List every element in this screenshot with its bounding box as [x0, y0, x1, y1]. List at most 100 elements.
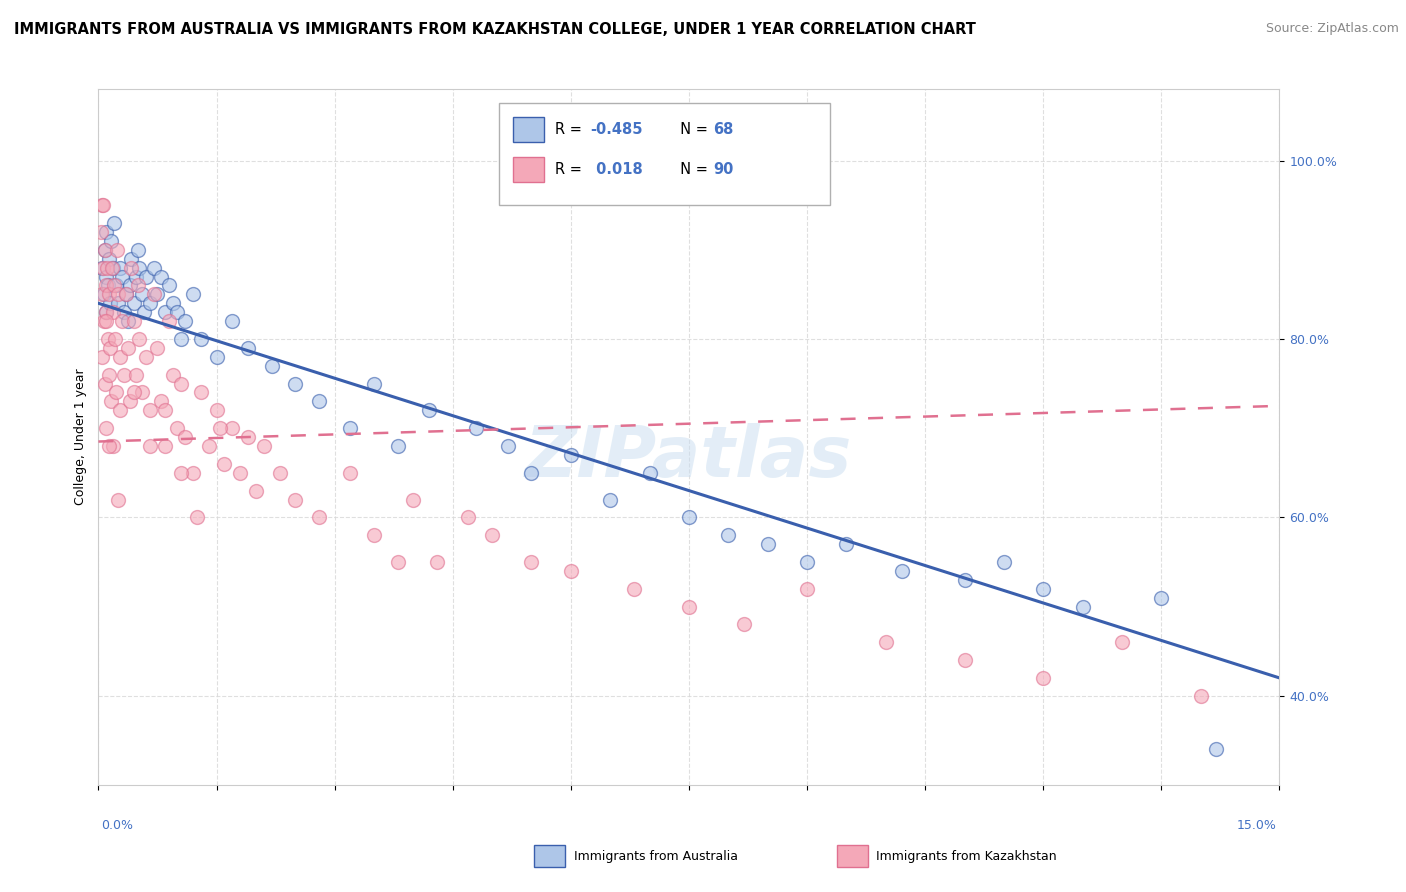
- Point: [308, 510, 330, 524]
- Point: [170, 332, 193, 346]
- Point: [96, 260, 118, 275]
- Point: [756, 537, 779, 551]
- Point: [96, 421, 118, 435]
- Point: [260, 359, 283, 373]
- Point: [197, 439, 219, 453]
- Point: [1032, 671, 1054, 685]
- Point: [127, 243, 149, 257]
- Point: [481, 528, 503, 542]
- Point: [97, 368, 120, 382]
- Point: [135, 269, 157, 284]
- Text: Immigrants from Kazakhstan: Immigrants from Kazakhstan: [876, 850, 1056, 863]
- Text: 0.0%: 0.0%: [101, 819, 134, 831]
- Point: [93, 243, 115, 257]
- Point: [426, 555, 449, 569]
- Point: [1205, 742, 1227, 756]
- Point: [107, 492, 129, 507]
- Point: [733, 617, 755, 632]
- Point: [953, 653, 976, 667]
- Point: [387, 439, 409, 453]
- Point: [121, 260, 143, 275]
- Text: N =: N =: [671, 122, 713, 136]
- Point: [122, 385, 145, 400]
- Point: [93, 287, 115, 301]
- Point: [155, 403, 177, 417]
- Point: [91, 260, 114, 275]
- Point: [284, 492, 307, 507]
- Text: Source: ZipAtlas.com: Source: ZipAtlas.com: [1265, 22, 1399, 36]
- Point: [157, 314, 180, 328]
- Point: [457, 510, 479, 524]
- Point: [190, 385, 212, 400]
- Point: [105, 243, 128, 257]
- Point: [209, 421, 232, 435]
- Point: [112, 305, 135, 319]
- Point: [953, 573, 976, 587]
- Point: [98, 287, 121, 301]
- Point: [214, 457, 236, 471]
- Point: [205, 350, 228, 364]
- Point: [125, 368, 148, 382]
- Point: [135, 350, 157, 364]
- Point: [128, 332, 150, 346]
- Point: [122, 314, 145, 328]
- Point: [97, 252, 120, 266]
- Point: [181, 466, 204, 480]
- Point: [103, 439, 125, 453]
- Point: [170, 376, 193, 391]
- Text: N =: N =: [671, 162, 713, 177]
- Point: [90, 225, 112, 239]
- Point: [638, 466, 661, 480]
- Point: [122, 296, 145, 310]
- Point: [104, 332, 127, 346]
- Point: [418, 403, 440, 417]
- Point: [138, 439, 160, 453]
- Point: [166, 421, 188, 435]
- Point: [875, 635, 897, 649]
- Point: [104, 278, 127, 293]
- Point: [101, 260, 124, 275]
- Point: [127, 278, 149, 293]
- Point: [115, 287, 138, 301]
- Point: [796, 555, 818, 569]
- Point: [560, 448, 582, 462]
- Point: [678, 599, 700, 614]
- Point: [97, 332, 120, 346]
- Point: [339, 421, 361, 435]
- Point: [236, 341, 259, 355]
- Point: [91, 350, 114, 364]
- Point: [94, 278, 117, 293]
- Point: [93, 314, 115, 328]
- Point: [162, 296, 184, 310]
- Point: [90, 287, 112, 301]
- Point: [101, 260, 124, 275]
- Point: [190, 332, 212, 346]
- Point: [104, 385, 127, 400]
- Point: [363, 528, 385, 542]
- Point: [115, 287, 138, 301]
- Point: [125, 269, 148, 284]
- Point: [1032, 582, 1054, 596]
- Point: [107, 296, 129, 310]
- Point: [93, 243, 115, 257]
- Point: [308, 394, 330, 409]
- Point: [96, 305, 118, 319]
- Point: [1150, 591, 1173, 605]
- Point: [1111, 635, 1133, 649]
- Point: [97, 278, 120, 293]
- Point: [221, 314, 243, 328]
- Point: [166, 305, 188, 319]
- Point: [170, 466, 193, 480]
- Point: [117, 341, 139, 355]
- Text: ZIPatlas: ZIPatlas: [526, 424, 852, 492]
- Point: [91, 260, 114, 275]
- Point: [91, 198, 114, 212]
- Point: [150, 394, 173, 409]
- Point: [97, 439, 120, 453]
- Point: [112, 368, 135, 382]
- Point: [162, 368, 184, 382]
- Point: [132, 305, 155, 319]
- Point: [269, 466, 291, 480]
- Point: [1071, 599, 1094, 614]
- Point: [118, 278, 141, 293]
